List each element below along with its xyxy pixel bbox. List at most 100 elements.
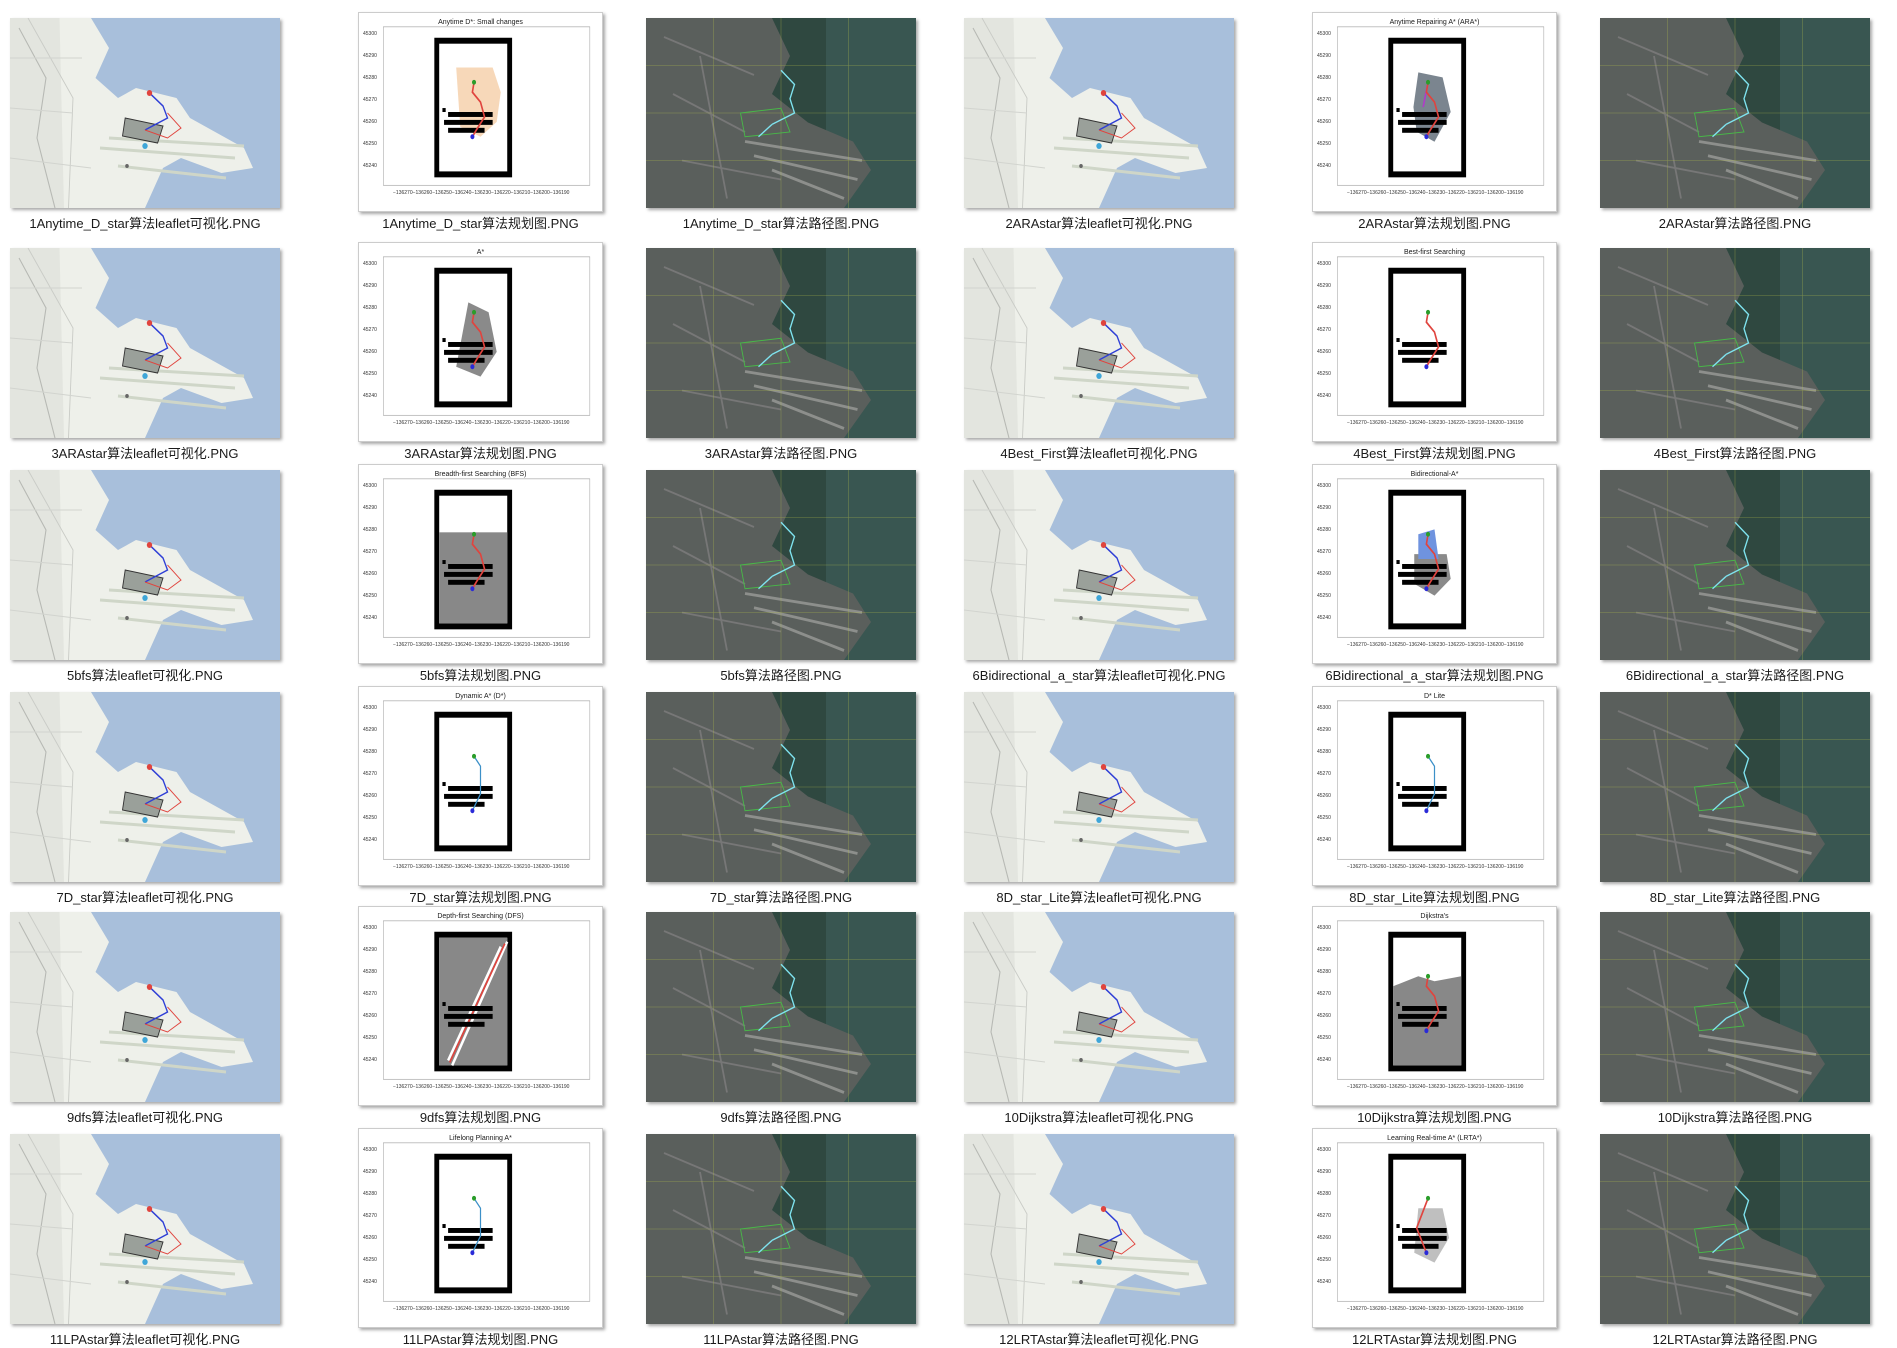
- file-name-label: 3ARAstar算法路径图.PNG: [704, 446, 858, 461]
- file-thumbnail-item[interactable]: Learning Real-time A* (LRTA*) 45300 45290 4…: [1282, 1124, 1582, 1347]
- plot-ytick-label: 45300: [363, 1147, 377, 1153]
- plot-thumbnail-image: D* Lite 45300 45290 45280 45270 45260 45250 452…: [1312, 686, 1557, 886]
- file-name-label: 4Best_First算法leaflet可视化.PNG: [1000, 446, 1198, 461]
- file-thumbnail-item[interactable]: Dynamic A* (D*) 45300 45290 45280 45270 45260…: [328, 682, 628, 905]
- file-thumbnail-item[interactable]: D* Lite 45300 45290 45280 45270 45260 45250 452…: [1282, 682, 1582, 905]
- plot-ytick-label: 45250: [363, 815, 377, 821]
- plot-thumbnail-image: Bidirectional-A* 45300 45290 45280 45270 4526…: [1312, 464, 1557, 664]
- plot-ytick-label: 45300: [363, 705, 377, 711]
- plot-title: Dynamic A* (D*): [455, 693, 506, 700]
- leaflet-map-thumbnail-image: [10, 18, 280, 208]
- plot-title: Anytime D*: Small changes: [438, 19, 523, 26]
- plot-ytick-label: 45300: [1317, 31, 1331, 37]
- file-thumbnail-item[interactable]: Anytime D*: Small changes 45300 45290 45280…: [328, 8, 628, 231]
- satellite-path-thumbnail-image: [1600, 18, 1870, 208]
- file-name-label: 11LPAstar算法路径图.PNG: [703, 1332, 859, 1347]
- file-thumbnail-item[interactable]: Depth-first Searching (DFS) 45300 45290 452…: [328, 902, 628, 1125]
- plot-thumbnail-image: Lifelong Planning A* 45300 45290 45280 45270…: [358, 1128, 603, 1328]
- plot-ytick-label: 45270: [1317, 327, 1331, 333]
- leaflet-map-thumbnail-image: [964, 470, 1234, 660]
- plot-ytick-label: 45260: [1317, 1235, 1331, 1241]
- file-thumbnail-item[interactable]: A* 45300 45290 45280 45270 45260 45250 45240 −13…: [328, 238, 628, 461]
- file-name-label: 8D_star_Lite算法规划图.PNG: [1349, 890, 1520, 905]
- file-thumbnail-item[interactable]: 7D_star算法leaflet可视化.PNG: [10, 682, 310, 905]
- satellite-path-thumbnail-image: [646, 18, 916, 208]
- file-thumbnail-item[interactable]: 8D_star_Lite算法leaflet可视化.PNG: [964, 682, 1264, 905]
- file-thumbnail-item[interactable]: 3ARAstar算法路径图.PNG: [646, 238, 946, 461]
- file-name-label: 9dfs算法路径图.PNG: [720, 1110, 842, 1125]
- file-thumbnail-item[interactable]: Best-first Searching 45300 45290 45280 45270…: [1282, 238, 1582, 461]
- plot-xtick-labels: −136270−136260−136250−136240−136230−1362…: [1347, 1084, 1524, 1090]
- file-thumbnail-item[interactable]: 12LRTAstar算法路径图.PNG: [1600, 1124, 1897, 1347]
- plot-ytick-label: 45300: [1317, 1147, 1331, 1153]
- plot-xtick-labels: −136270−136260−136250−136240−136230−1362…: [1347, 190, 1524, 196]
- plot-title: Learning Real-time A* (LRTA*): [1387, 1135, 1482, 1142]
- file-thumbnail-item[interactable]: 5bfs算法路径图.PNG: [646, 460, 946, 683]
- plot-ytick-label: 45280: [1317, 749, 1331, 755]
- plot-ytick-label: 45260: [1317, 1013, 1331, 1019]
- satellite-path-thumbnail-image: [1600, 1134, 1870, 1324]
- file-thumbnail-item[interactable]: 2ARAstar算法路径图.PNG: [1600, 8, 1897, 231]
- plot-ytick-label: 45270: [1317, 97, 1331, 103]
- file-name-label: 2ARAstar算法规划图.PNG: [1358, 216, 1511, 231]
- satellite-path-thumbnail-image: [646, 692, 916, 882]
- plot-thumbnail-image: Depth-first Searching (DFS) 45300 45290 452…: [358, 906, 603, 1106]
- leaflet-map-thumbnail-image: [10, 692, 280, 882]
- file-thumbnail-item[interactable]: 4Best_First算法leaflet可视化.PNG: [964, 238, 1264, 461]
- file-thumbnail-item[interactable]: 7D_star算法路径图.PNG: [646, 682, 946, 905]
- file-thumbnail-item[interactable]: 1Anytime_D_star算法路径图.PNG: [646, 8, 946, 231]
- plot-ytick-label: 45290: [363, 505, 377, 511]
- file-thumbnail-item[interactable]: 1Anytime_D_star算法leaflet可视化.PNG: [10, 8, 310, 231]
- plot-ytick-label: 45270: [363, 771, 377, 777]
- file-thumbnail-item[interactable]: 12LRTAstar算法leaflet可视化.PNG: [964, 1124, 1264, 1347]
- plot-title: A*: [476, 249, 485, 256]
- leaflet-map-thumbnail-image: [10, 248, 280, 438]
- plot-thumbnail-image: Breadth-first Searching (BFS) 45300 45290 4…: [358, 464, 603, 664]
- file-name-label: 6Bidirectional_a_star算法规划图.PNG: [1325, 668, 1544, 683]
- plot-xtick-labels: −136270−136260−136250−136240−136230−1362…: [1347, 642, 1524, 648]
- plot-ytick-label: 45270: [363, 549, 377, 555]
- file-thumbnail-item[interactable]: Anytime Repairing A* (ARA*) 45300 45290 452…: [1282, 8, 1582, 231]
- file-thumbnail-item[interactable]: 8D_star_Lite算法路径图.PNG: [1600, 682, 1897, 905]
- file-thumbnail-item[interactable]: 9dfs算法leaflet可视化.PNG: [10, 902, 310, 1125]
- plot-title: Depth-first Searching (DFS): [437, 913, 524, 920]
- file-thumbnail-item[interactable]: 10Dijkstra算法路径图.PNG: [1600, 902, 1897, 1125]
- satellite-path-thumbnail-image: [646, 248, 916, 438]
- plot-ytick-label: 45270: [363, 327, 377, 333]
- file-thumbnail-item[interactable]: 5bfs算法leaflet可视化.PNG: [10, 460, 310, 683]
- file-thumbnail-item[interactable]: 10Dijkstra算法leaflet可视化.PNG: [964, 902, 1264, 1125]
- plot-xtick-labels: −136270−136260−136250−136240−136230−1362…: [1347, 420, 1524, 426]
- file-thumbnail-item[interactable]: 6Bidirectional_a_star算法leaflet可视化.PNG: [964, 460, 1264, 683]
- plot-ytick-label: 45290: [1317, 1169, 1331, 1175]
- plot-xtick-labels: −136270−136260−136250−136240−136230−1362…: [393, 1306, 570, 1312]
- plot-thumbnail-image: A* 45300 45290 45280 45270 45260 45250 45240 −13…: [358, 242, 603, 442]
- leaflet-map-thumbnail-image: [10, 1134, 280, 1324]
- plot-ytick-label: 45280: [363, 969, 377, 975]
- plot-ytick-label: 45260: [363, 793, 377, 799]
- file-name-label: 7D_star算法规划图.PNG: [409, 890, 552, 905]
- file-thumbnail-item[interactable]: Dijkstra's 45300 45290 45280 45270 45260 45250…: [1282, 902, 1582, 1125]
- plot-ytick-label: 45240: [363, 615, 377, 621]
- file-name-label: 7D_star算法路径图.PNG: [709, 890, 853, 905]
- file-thumbnail-item[interactable]: 11LPAstar算法路径图.PNG: [646, 1124, 946, 1347]
- plot-ytick-label: 45290: [1317, 53, 1331, 59]
- plot-ytick-label: 45240: [363, 837, 377, 843]
- leaflet-map-thumbnail-image: [964, 692, 1234, 882]
- file-thumbnail-item[interactable]: 11LPAstar算法leaflet可视化.PNG: [10, 1124, 310, 1347]
- plot-ytick-label: 45300: [363, 483, 377, 489]
- file-thumbnail-item[interactable]: 3ARAstar算法leaflet可视化.PNG: [10, 238, 310, 461]
- file-name-label: 10Dijkstra算法规划图.PNG: [1357, 1110, 1512, 1125]
- plot-ytick-label: 45250: [1317, 141, 1331, 147]
- plot-ytick-label: 45300: [363, 925, 377, 931]
- file-thumbnail-item[interactable]: Lifelong Planning A* 45300 45290 45280 45270…: [328, 1124, 628, 1347]
- file-thumbnail-item[interactable]: 9dfs算法路径图.PNG: [646, 902, 946, 1125]
- file-thumbnail-item[interactable]: 2ARAstar算法leaflet可视化.PNG: [964, 8, 1264, 231]
- file-thumbnail-item[interactable]: 4Best_First算法路径图.PNG: [1600, 238, 1897, 461]
- plot-ytick-label: 45240: [363, 1057, 377, 1063]
- file-thumbnail-item[interactable]: Bidirectional-A* 45300 45290 45280 45270 4526…: [1282, 460, 1582, 683]
- file-thumbnail-item[interactable]: Breadth-first Searching (BFS) 45300 45290 4…: [328, 460, 628, 683]
- plot-ytick-label: 45270: [1317, 1213, 1331, 1219]
- plot-xtick-labels: −136270−136260−136250−136240−136230−1362…: [1347, 864, 1524, 870]
- plot-ytick-label: 45260: [363, 119, 377, 125]
- file-thumbnail-item[interactable]: 6Bidirectional_a_star算法路径图.PNG: [1600, 460, 1897, 683]
